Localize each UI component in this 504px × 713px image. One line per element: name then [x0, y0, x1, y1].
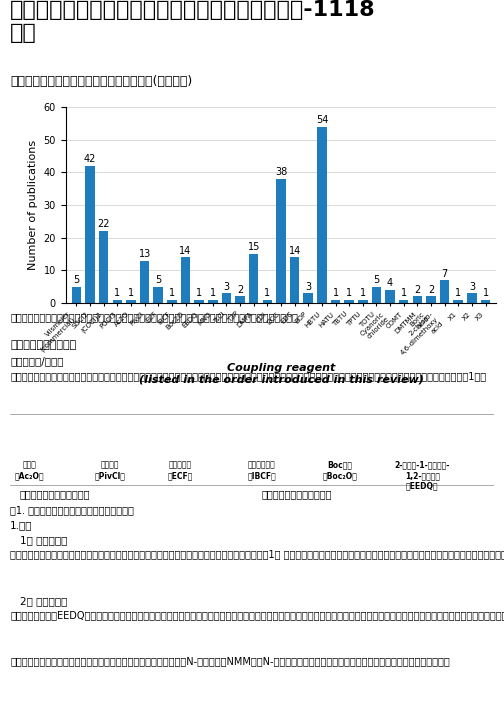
- Text: 1: 1: [455, 288, 461, 298]
- Text: 1: 1: [333, 288, 339, 298]
- Text: 15: 15: [247, 242, 260, 252]
- Text: 5: 5: [155, 275, 161, 285]
- Text: 2: 2: [428, 285, 434, 295]
- Bar: [344, 299, 354, 303]
- Text: 1） 混合羧酸酐: 1） 混合羧酸酐: [20, 535, 67, 545]
- Text: Boc酸酐
（Boc₂O）: Boc酸酐 （Boc₂O）: [322, 461, 357, 481]
- Text: 图1. 由混合羧酸酐和碳酸酐形成酰胺键的试剂: 图1. 由混合羧酸酐和碳酸酐形成酰胺键的试剂: [10, 505, 134, 515]
- Text: 1: 1: [360, 288, 366, 298]
- Text: 乙酸酐
（Ac₂O）: 乙酸酐 （Ac₂O）: [15, 461, 44, 481]
- Text: 通常将制备这些混合酸酐的试剂加到酸溶液中，反应中要加碱，如，N-甲基吗啉（NMM）或N-甲基哌啶，这些混合酸酐通常不需要分离就直接跟胺发生缩合反应。: 通常将制备这些混合酸酐的试剂加到酸溶液中，反应中要加碱，如，N-甲基吗啉（NMM…: [10, 657, 450, 667]
- Bar: [331, 299, 340, 303]
- Text: 7: 7: [442, 269, 448, 279]
- Bar: [413, 297, 422, 303]
- Bar: [222, 293, 231, 303]
- Bar: [303, 293, 313, 303]
- Text: 用于形成混合羧酸酐的试剂: 用于形成混合羧酸酐的试剂: [20, 489, 90, 499]
- Text: 2） 混合碳酸酐: 2） 混合碳酸酐: [20, 596, 67, 606]
- Bar: [317, 127, 327, 303]
- Text: 1: 1: [482, 288, 488, 298]
- Bar: [208, 299, 218, 303]
- Bar: [154, 287, 163, 303]
- Text: 由酸酐缩合形成酰胺键: 由酸酐缩合形成酰胺键: [10, 340, 76, 350]
- Text: 54: 54: [316, 115, 328, 125]
- Bar: [385, 290, 395, 303]
- Text: 1: 1: [210, 288, 216, 298]
- Bar: [195, 299, 204, 303]
- Bar: [140, 260, 149, 303]
- Bar: [85, 166, 95, 303]
- Bar: [72, 287, 81, 303]
- Text: 3: 3: [469, 282, 475, 292]
- Text: 通常由乙酸酐或特戊酰氯试剂可以生成混合羧酸酐，和羧酸混合酸酐相比，存在有两个主要的缺点：1） 要区域化学选择性控制，但该缺点可以通过增加形成混合酸酐试剂的立体位: 通常由乙酸酐或特戊酰氯试剂可以生成混合羧酸酐，和羧酸混合酸酐相比，存在有两个主要…: [10, 550, 504, 560]
- Bar: [126, 299, 136, 303]
- Text: 38: 38: [275, 168, 287, 178]
- Text: 3: 3: [305, 282, 311, 292]
- Text: 5: 5: [373, 275, 380, 285]
- Text: 羧酸和氯甲酸酯或EEDQ反应可以得到混合碳酸酐，这些底物的两个羰基是不等价的，胺通常会加成到所需要的羰基上，这是由于不希望的那个羰基（如，碳酸盐）亲电性差的原因: 羧酸和氯甲酸酯或EEDQ反应可以得到混合碳酸酐，这些底物的两个羰基是不等价的，胺…: [10, 610, 504, 620]
- Text: 氯甲酸异丁酯
（IBCF）: 氯甲酸异丁酯 （IBCF）: [247, 461, 276, 481]
- Text: 1: 1: [264, 288, 271, 298]
- Text: 1: 1: [196, 288, 202, 298]
- Bar: [371, 287, 381, 303]
- Text: 一、羧酸酐/碳酸酐: 一、羧酸酐/碳酸酐: [10, 356, 64, 366]
- Text: 5: 5: [73, 275, 80, 285]
- Text: 4: 4: [387, 278, 393, 288]
- Bar: [112, 299, 122, 303]
- Bar: [399, 299, 408, 303]
- Bar: [181, 257, 191, 303]
- Bar: [290, 257, 299, 303]
- Text: 酰胺缩合剂在制药合成工业中的大规模应用(系列之二): 酰胺缩合剂在制药合成工业中的大规模应用(系列之二): [10, 75, 193, 88]
- Bar: [263, 299, 272, 303]
- Text: 14: 14: [179, 246, 192, 256]
- Bar: [467, 293, 477, 303]
- Bar: [235, 297, 245, 303]
- Bar: [276, 179, 286, 303]
- Text: 酰胺缩合剂在制药合成工业中的大规模应用（二）-1118
分析: 酰胺缩合剂在制药合成工业中的大规模应用（二）-1118 分析: [10, 0, 375, 43]
- Text: 1: 1: [169, 288, 175, 298]
- Text: 2: 2: [414, 285, 420, 295]
- Text: 上期介绍了由酰氯形成酰胺键的应用情况。本期将介绍由羧酸酐和碳酸酐形成酰胺键的机理和大规模应用情况。: 上期介绍了由酰氯形成酰胺键的应用情况。本期将介绍由羧酸酐和碳酸酐形成酰胺键的机理…: [10, 312, 298, 322]
- Text: 2-乙氧基-1-乙氧碳基-
1,2-二氢喹啉
（EEDQ）: 2-乙氧基-1-乙氧碳基- 1,2-二氢喹啉 （EEDQ）: [395, 461, 450, 491]
- Text: 1: 1: [401, 288, 407, 298]
- Bar: [358, 299, 367, 303]
- Text: 13: 13: [139, 249, 151, 259]
- Text: 1: 1: [114, 288, 120, 298]
- Text: 用于形成混合碳酸酯的试剂: 用于形成混合碳酸酯的试剂: [262, 489, 332, 499]
- Text: 1: 1: [128, 288, 134, 298]
- Text: 由混合酸酐合成酰胺键是最古老的方法之一，只有酰氯和酰基叠氮的方法要早于它。以碳为基础的混合酸酐根据活化试剂类型的不同可以分为混合羧酸酐和混合碳酸酐两大类（图1）: 由混合酸酐合成酰胺键是最古老的方法之一，只有酰氯和酰基叠氮的方法要早于它。以碳为…: [10, 371, 486, 381]
- Text: 氯甲酸乙酯
（ECF）: 氯甲酸乙酯 （ECF）: [167, 461, 193, 481]
- Text: 1.分类: 1.分类: [10, 520, 33, 530]
- Text: 3: 3: [223, 282, 229, 292]
- Bar: [167, 299, 177, 303]
- X-axis label: Coupling reagent
(listed in the order introduced in this review): Coupling reagent (listed in the order in…: [139, 364, 423, 385]
- Text: 1: 1: [346, 288, 352, 298]
- Bar: [454, 299, 463, 303]
- Text: 22: 22: [97, 220, 110, 230]
- Text: 42: 42: [84, 154, 96, 164]
- Bar: [440, 280, 450, 303]
- Text: 2: 2: [237, 285, 243, 295]
- Y-axis label: Number of publications: Number of publications: [28, 140, 38, 270]
- Bar: [249, 254, 259, 303]
- Text: 14: 14: [288, 246, 301, 256]
- Bar: [481, 299, 490, 303]
- Bar: [99, 231, 108, 303]
- Bar: [426, 297, 436, 303]
- Text: 特戊酰氯
（PivCl）: 特戊酰氯 （PivCl）: [95, 461, 125, 481]
